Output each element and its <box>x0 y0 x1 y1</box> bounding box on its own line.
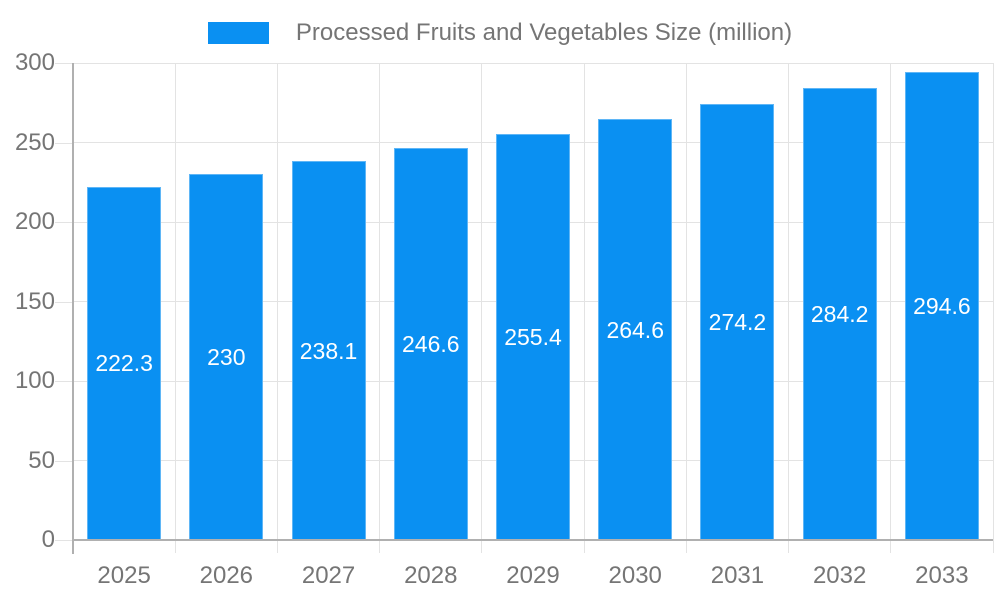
y-axis-tick <box>55 301 73 303</box>
x-axis-label: 2030 <box>608 562 662 589</box>
bar-value-label: 255.4 <box>504 323 562 350</box>
bar-value-label: 238.1 <box>299 337 358 364</box>
x-axis-line <box>72 539 993 541</box>
gridline-vertical <box>992 63 994 553</box>
x-axis-label: 2028 <box>404 562 458 589</box>
bar-2026 <box>189 174 264 540</box>
y-axis-line <box>72 63 74 554</box>
y-axis-label: 300 <box>14 49 55 76</box>
y-axis-label: 150 <box>14 287 55 315</box>
y-axis-tick <box>55 460 73 462</box>
x-axis-label: 2027 <box>301 562 356 589</box>
y-axis-tick <box>55 381 73 382</box>
bar-2033 <box>904 71 979 540</box>
legend: Processed Fruits and Vegetables Size (mi… <box>0 0 1000 47</box>
bar-2025 <box>87 186 162 540</box>
bar-value-label: 294.6 <box>913 292 971 319</box>
plot-area: 222.3 230 238.1 246.6 255.4 264.6 274.2 284.2 29… <box>73 62 994 553</box>
gridline-vertical <box>685 63 687 553</box>
bar-value-label: 264.6 <box>606 316 664 343</box>
bar-2032 <box>802 88 877 540</box>
gridline-vertical <box>788 63 790 553</box>
x-axis-label: 2025 <box>97 562 151 589</box>
gridline-vertical <box>276 63 278 553</box>
gridline-horizontal <box>73 62 993 64</box>
bar-value-label: 230 <box>207 344 246 371</box>
y-axis-label: 50 <box>28 446 55 474</box>
y-axis-tick <box>55 540 73 541</box>
bar-2031 <box>700 104 775 540</box>
x-axis-label: 2029 <box>506 562 560 589</box>
legend-swatch <box>207 22 269 44</box>
bar-value-label: 222.3 <box>95 350 153 377</box>
x-axis-label: 2033 <box>915 562 969 589</box>
bar-2027 <box>291 161 366 540</box>
y-axis-tick <box>55 222 73 223</box>
bar-value-label: 284.2 <box>810 301 869 328</box>
gridline-vertical <box>583 63 585 553</box>
y-axis-label: 100 <box>14 367 55 394</box>
legend-item[interactable]: Processed Fruits and Vegetables Size (mi… <box>207 19 793 47</box>
y-axis-label: 200 <box>14 208 55 235</box>
gridline-vertical <box>379 63 381 553</box>
gridline-vertical <box>481 63 483 553</box>
y-axis-tick <box>55 142 73 144</box>
y-axis-tick <box>55 63 73 64</box>
bar-2029 <box>496 133 570 540</box>
legend-label: Processed Fruits and Vegetables Size (mi… <box>295 19 793 46</box>
x-axis-label: 2032 <box>812 562 867 589</box>
gridline-vertical <box>890 63 892 553</box>
y-axis-label: 0 <box>41 526 55 553</box>
gridline-vertical <box>174 63 176 553</box>
y-axis-label: 250 <box>14 128 55 156</box>
bar-2030 <box>598 119 673 540</box>
x-axis-label: 2031 <box>710 562 765 589</box>
x-axis-label: 2026 <box>199 562 254 589</box>
bar-value-label: 246.6 <box>401 330 460 357</box>
bar-value-label: 274.2 <box>708 309 767 335</box>
